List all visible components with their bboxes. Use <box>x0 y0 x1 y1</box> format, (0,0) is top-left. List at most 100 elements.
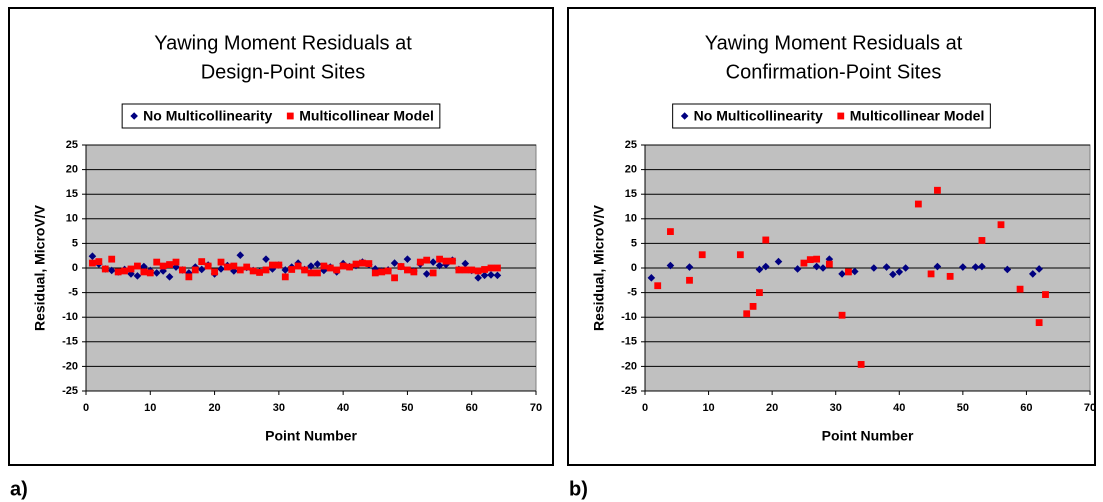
square-point <box>838 311 846 319</box>
square-point <box>185 273 193 281</box>
diamond-point <box>971 263 980 271</box>
legend: No Multicollinearity Multicollinear Model <box>672 103 991 129</box>
y-tick-label: 5 <box>72 237 78 249</box>
square-point <box>997 221 1005 229</box>
diamond-point <box>487 271 495 279</box>
legend-item: No Multicollinearity <box>130 108 272 124</box>
square-point <box>89 259 96 267</box>
diamond-point <box>793 265 802 273</box>
diamond-point <box>429 258 437 266</box>
square-point <box>256 269 263 276</box>
square-point <box>946 272 954 280</box>
square-point <box>352 260 360 268</box>
diamond-point <box>666 261 675 270</box>
y-tick-label: -15 <box>62 336 78 348</box>
square-point <box>249 267 257 275</box>
legend-box <box>672 103 991 129</box>
square-point <box>108 255 116 263</box>
diamond-point <box>107 266 116 275</box>
diamond-point <box>838 270 846 278</box>
legend-label: Multicollinear Model <box>850 108 985 124</box>
square-point <box>101 265 109 273</box>
y-tick-label: -25 <box>621 385 637 397</box>
x-tick-label: 30 <box>830 402 842 414</box>
y-tick-label: -10 <box>621 311 637 323</box>
square-point <box>736 251 744 259</box>
square-point <box>1016 285 1024 293</box>
square-point <box>281 273 289 281</box>
y-tick-label: -15 <box>621 336 637 348</box>
square-point <box>307 269 315 277</box>
square-point <box>837 112 845 120</box>
y-tick-label: 10 <box>625 213 637 225</box>
diamond-point <box>197 265 206 274</box>
square-point <box>749 302 757 310</box>
square-point <box>825 260 833 268</box>
square-point <box>140 268 148 276</box>
square-point <box>813 255 821 263</box>
square-point <box>153 258 161 266</box>
x-tick-label: 10 <box>144 402 156 414</box>
square-point <box>371 269 379 277</box>
diamond-point <box>236 251 245 260</box>
square-point <box>204 262 212 270</box>
legend-label: No Multicollinearity <box>143 108 272 124</box>
square-point <box>455 266 463 274</box>
y-tick-label: 15 <box>66 188 78 200</box>
chart-panel: Yawing Moment Residuals at Design-Point S… <box>8 7 554 466</box>
square-point <box>743 310 751 318</box>
square-point <box>391 274 398 282</box>
square-point <box>121 267 128 275</box>
diamond-point <box>435 261 444 270</box>
square-point <box>198 258 206 266</box>
square-point <box>230 262 238 270</box>
square-point <box>423 256 431 264</box>
x-tick-label: 70 <box>530 402 542 414</box>
legend-item: Multicollinear Model <box>837 108 984 124</box>
diamond-point <box>1003 265 1012 274</box>
diamond-point <box>130 112 138 120</box>
square-point <box>146 269 154 277</box>
x-tick-label: 40 <box>893 402 905 414</box>
square-point <box>294 262 302 270</box>
square-point <box>934 186 941 194</box>
square-point <box>365 260 373 267</box>
diamond-point <box>461 259 470 268</box>
x-axis-label: Point Number <box>265 428 357 444</box>
square-point <box>224 263 231 271</box>
square-point <box>397 263 405 270</box>
square-point <box>286 112 294 120</box>
x-tick-label: 0 <box>83 402 89 414</box>
x-tick-label: 50 <box>957 402 969 414</box>
panel-label: a) <box>10 478 28 500</box>
y-tick-label: 0 <box>72 262 78 274</box>
diamond-point <box>268 265 277 273</box>
square-point <box>179 266 186 274</box>
square-point <box>800 259 808 267</box>
square-point <box>845 268 852 276</box>
diamond-point <box>307 262 315 270</box>
diamond-point <box>761 262 770 271</box>
diamond-point <box>493 271 502 280</box>
diamond-point <box>850 267 859 276</box>
x-tick-label: 10 <box>702 402 714 414</box>
diamond-point <box>882 263 891 271</box>
square-point <box>410 268 418 276</box>
square-point <box>429 269 437 277</box>
diamond-point <box>755 265 764 274</box>
square-point <box>288 266 296 273</box>
square-point <box>359 259 366 267</box>
diamond-point <box>1028 270 1037 278</box>
diamond-point <box>281 266 290 274</box>
diamond-point <box>403 255 412 263</box>
diamond-point <box>422 270 431 278</box>
diamond-point <box>933 262 942 271</box>
square-point <box>314 269 321 277</box>
square-point <box>159 262 167 270</box>
y-tick-label: -20 <box>621 360 637 372</box>
diamond-point <box>870 264 878 272</box>
diamond-point <box>140 262 148 271</box>
x-axis-label: Point Number <box>822 428 914 444</box>
diamond-point <box>959 263 967 271</box>
legend-box <box>121 103 441 129</box>
